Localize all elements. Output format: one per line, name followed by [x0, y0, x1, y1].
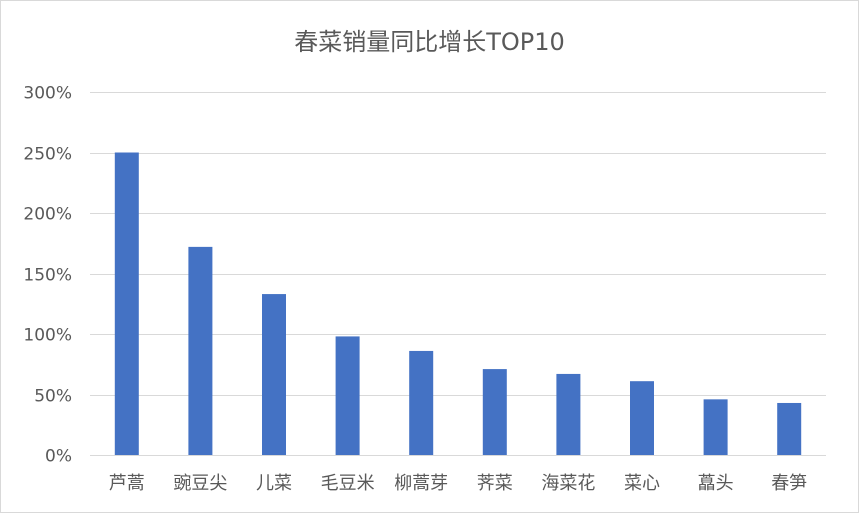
chart-title: 春菜销量同比增长TOP10	[294, 28, 565, 56]
x-category-label: 海菜花	[541, 473, 595, 494]
x-axis: 芦蒿 豌豆尖 儿菜 毛豆米 柳蒿芽 荠菜 海菜花 菜心 藠头 春笋	[109, 473, 807, 494]
y-tick-label: 250%	[23, 145, 72, 165]
bar	[777, 402, 802, 455]
y-tick-label: 200%	[23, 205, 72, 225]
x-category-label: 春笋	[771, 473, 807, 494]
y-tick-label: 0%	[45, 447, 72, 467]
bar	[409, 350, 434, 455]
bar	[556, 373, 581, 455]
y-tick-label: 50%	[34, 387, 72, 407]
x-category-label: 儿菜	[256, 473, 292, 494]
bar	[188, 246, 213, 455]
x-category-label: 芦蒿	[109, 473, 145, 494]
y-tick-label: 300%	[23, 84, 72, 104]
bars	[114, 152, 802, 455]
y-tick-label: 100%	[23, 326, 72, 346]
bar	[335, 336, 360, 455]
x-category-label: 藠头	[698, 473, 734, 494]
bar	[703, 399, 728, 455]
gridlines	[90, 92, 826, 456]
bar	[114, 152, 139, 455]
bar	[262, 294, 286, 455]
y-tick-label: 150%	[23, 266, 72, 286]
bar	[630, 381, 654, 455]
y-axis: 0% 50% 100% 150% 200% 250% 300%	[23, 84, 72, 467]
bar	[482, 369, 507, 455]
x-category-label: 菜心	[624, 473, 660, 494]
x-category-label: 荠菜	[477, 473, 513, 494]
x-category-label: 毛豆米	[321, 473, 375, 494]
x-category-label: 豌豆尖	[173, 473, 227, 494]
x-category-label: 柳蒿芽	[394, 473, 448, 494]
